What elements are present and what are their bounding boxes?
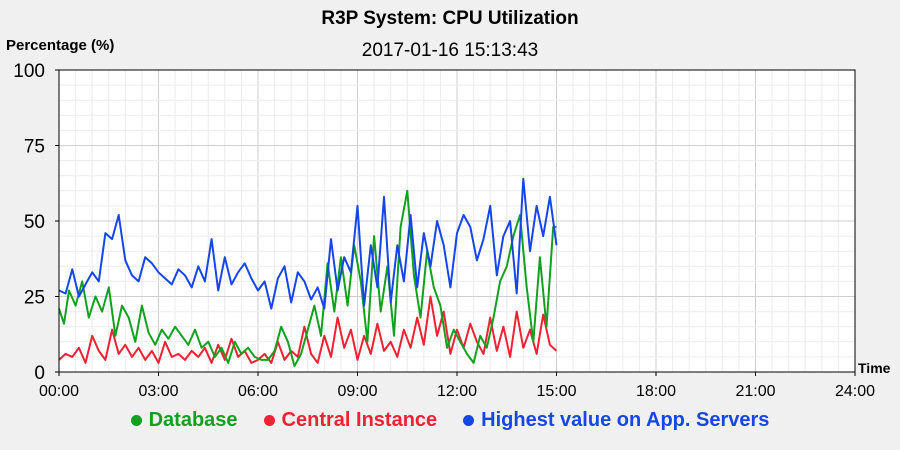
y-ticks: 0 25 50 75 100 <box>13 61 59 384</box>
x-tick-label: 03:00 <box>138 383 178 400</box>
grid-lines <box>59 70 855 372</box>
legend-item-database: Database <box>130 409 238 432</box>
y-tick-label: 100 <box>13 61 45 82</box>
x-axis-label: Time <box>858 360 891 376</box>
legend-item-central-instance: Central Instance <box>263 409 438 432</box>
legend-label-central-instance: Central Instance <box>281 409 438 431</box>
y-tick-label: 75 <box>24 137 45 158</box>
app-servers-dot-icon <box>463 415 475 426</box>
legend-item-app-servers: Highest value on App. Servers <box>463 409 769 432</box>
x-tick-label: 21:00 <box>735 383 775 400</box>
x-tick-label: 06:00 <box>238 383 278 400</box>
x-tick-label: 18:00 <box>636 383 676 400</box>
chart-title: R3P System: CPU Utilization <box>321 8 579 29</box>
x-ticks: 00:00 03:00 06:00 09:00 12:00 15:00 18:00 21:00… <box>39 372 875 400</box>
x-tick-label: 09:00 <box>337 383 377 400</box>
series-line-database <box>58 189 557 367</box>
y-tick-label: 25 <box>24 288 45 309</box>
series-line-highest-value-on-app-servers <box>58 177 558 310</box>
series-layer <box>58 177 558 367</box>
chart-subtitle: 2017-01-16 15:13:43 <box>361 40 539 61</box>
x-tick-label: 00:00 <box>39 383 79 400</box>
legend-label-app-servers: Highest value on App. Servers <box>481 409 770 431</box>
series-line-central-instance <box>58 295 558 364</box>
y-axis-label: Percentage (%) <box>6 37 115 54</box>
y-tick-label: 0 <box>34 363 45 384</box>
database-dot-icon <box>130 415 142 426</box>
y-tick-label: 50 <box>24 212 45 233</box>
central-instance-dot-icon <box>263 415 275 426</box>
legend: Database Central Instance Highest value … <box>0 409 900 432</box>
legend-label-database: Database <box>148 409 238 431</box>
x-tick-label: 12:00 <box>437 383 477 400</box>
x-tick-label: 15:00 <box>536 383 576 400</box>
x-tick-label: 24:00 <box>835 383 875 400</box>
